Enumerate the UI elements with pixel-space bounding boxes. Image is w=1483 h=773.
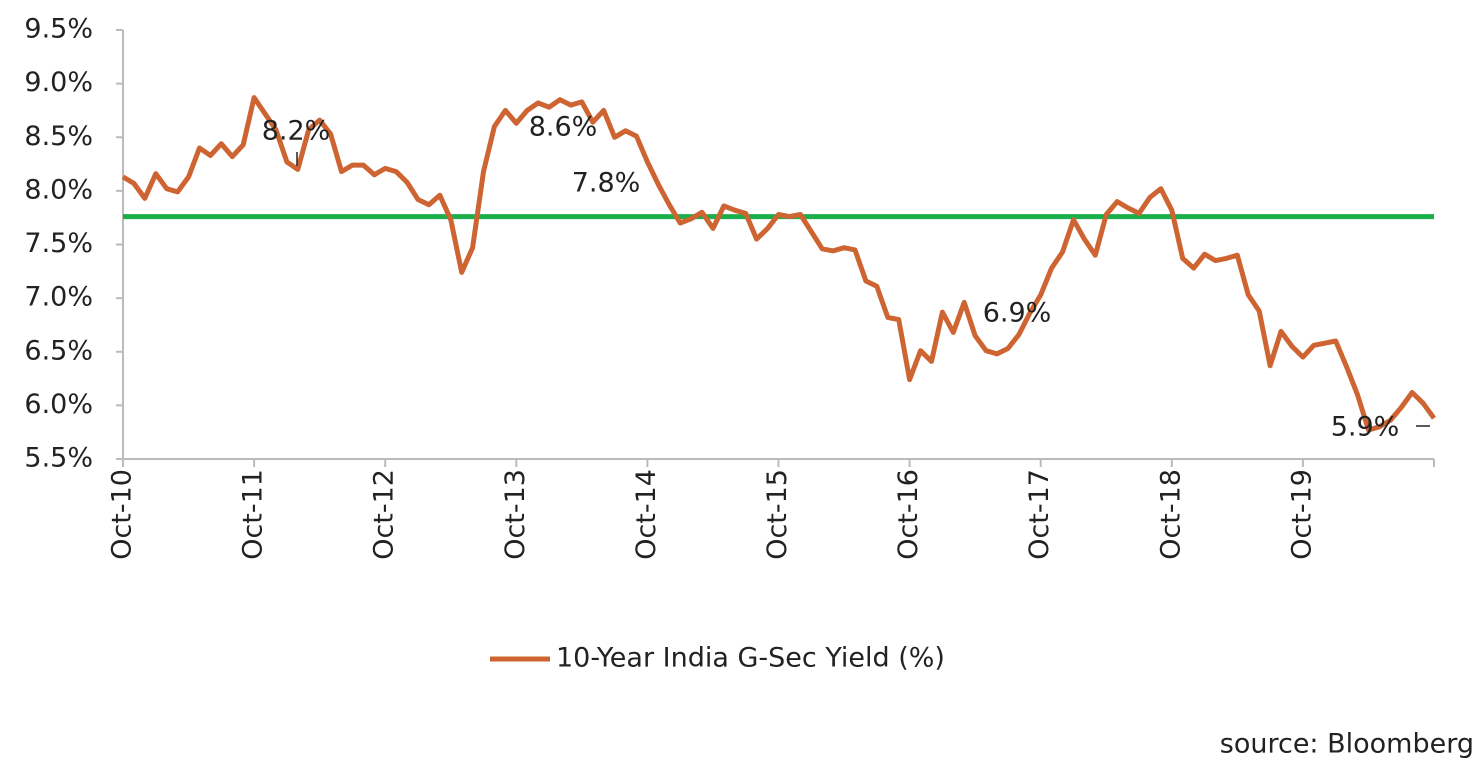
y-tick-label: 9.5% [24,14,93,45]
y-tick-label: 8.5% [24,121,93,152]
y-tick-label: 8.0% [24,174,93,205]
x-tick-label: Oct-16 [893,469,924,560]
annotation: 7.8% [572,168,641,199]
x-tick-label: Oct-14 [631,469,662,560]
x-tick-label: Oct-15 [762,469,793,560]
x-tick-label: Oct-11 [238,469,269,560]
x-tick-label: Oct-10 [107,469,138,560]
x-tick-label: Oct-13 [500,469,531,560]
series-line [121,95,1437,433]
x-tick-label: Oct-17 [1024,469,1055,560]
y-tick-label: 7.0% [24,282,93,313]
y-tick-label: 9.0% [24,67,93,98]
y-tick-label: 6.0% [24,389,93,420]
y-tick-label: 7.5% [24,228,93,259]
x-tick-label: Oct-19 [1286,469,1317,560]
source-note: source: Bloomberg [1220,729,1474,760]
annotation: 5.9% [1331,412,1400,443]
annotation: 8.2% [262,116,331,147]
y-tick-label: 6.5% [24,335,93,366]
legend-label: 10-Year India G-Sec Yield (%) [556,643,945,674]
annotation: 8.6% [529,112,598,143]
annotation: 6.9% [983,298,1052,329]
x-tick-label: Oct-12 [369,469,400,560]
x-tick-label: Oct-18 [1155,469,1186,560]
y-tick-label: 5.5% [24,443,93,474]
